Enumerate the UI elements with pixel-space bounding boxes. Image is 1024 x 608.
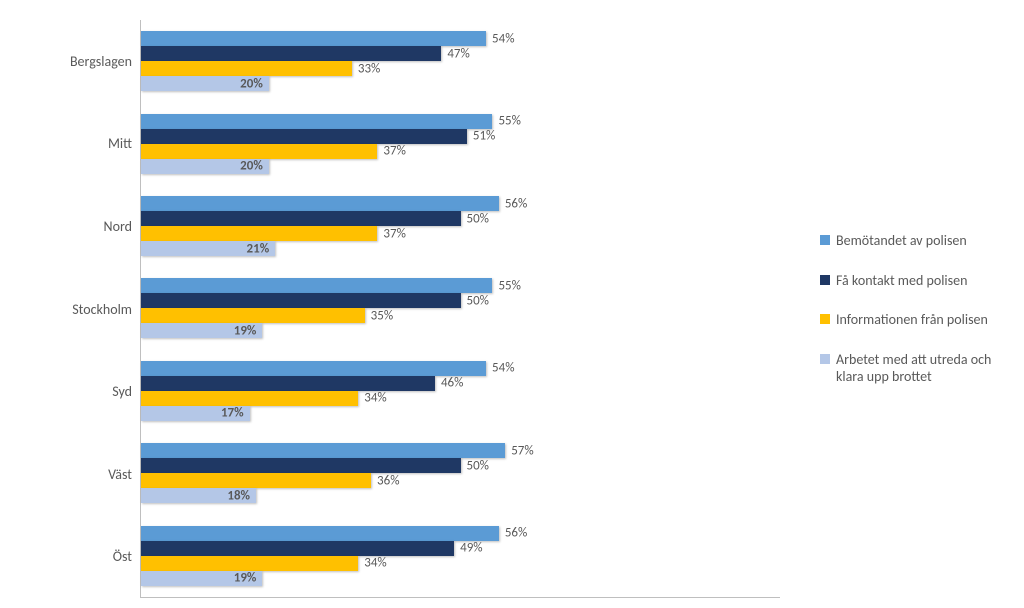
bar-value-label: 50%: [467, 211, 489, 226]
bar-value-label: 20%: [240, 76, 263, 91]
bar-value-label: 34%: [364, 391, 386, 406]
bar-value-label: 54%: [492, 31, 514, 46]
bar-value-label: 34%: [364, 556, 386, 571]
legend-label: Informationen från polisen: [836, 311, 988, 329]
category-axis: BergslagenMittNordStockholmSydVästÖst: [10, 20, 140, 598]
bar-value-label: 56%: [505, 526, 527, 541]
bar-value-label: 20%: [240, 159, 263, 174]
bar: 21%: [141, 241, 275, 256]
bar-value-label: 17%: [221, 406, 244, 421]
category-label: Stockholm: [10, 268, 140, 351]
bar-value-label: 19%: [234, 323, 257, 338]
bar-group: 54%46%34%17%: [141, 350, 780, 432]
grouped-bar-chart: BergslagenMittNordStockholmSydVästÖst 54…: [10, 20, 1014, 598]
bar-group: 56%49%34%19%: [141, 515, 780, 597]
bar: 56%: [141, 526, 499, 541]
bar: 37%: [141, 226, 377, 241]
bar-value-label: 35%: [371, 308, 393, 323]
category-label: Nord: [10, 185, 140, 268]
bar-value-label: 51%: [473, 129, 495, 144]
bar: 33%: [141, 61, 352, 76]
bar: 35%: [141, 308, 365, 323]
legend: Bemötandet av polisen Få kontakt med poli…: [780, 20, 1014, 598]
bar: 50%: [141, 458, 461, 473]
bar: 54%: [141, 361, 486, 376]
legend-swatch: [820, 314, 830, 324]
legend-item: Bemötandet av polisen: [820, 232, 1014, 250]
category-label: Bergslagen: [10, 20, 140, 103]
bar-value-label: 56%: [505, 196, 527, 211]
bar: 19%: [141, 571, 262, 586]
bar-value-label: 55%: [498, 278, 520, 293]
bar: 56%: [141, 196, 499, 211]
bar-value-label: 18%: [227, 488, 250, 503]
bar-value-label: 54%: [492, 361, 514, 376]
legend-label: Bemötandet av polisen: [836, 232, 967, 250]
bar: 37%: [141, 144, 377, 159]
legend-label: Arbetet med att utreda och klara upp bro…: [836, 351, 1006, 386]
category-label: Öst: [10, 515, 140, 598]
bar: 54%: [141, 31, 486, 46]
legend-swatch: [820, 235, 830, 245]
category-label: Mitt: [10, 103, 140, 186]
bar-value-label: 19%: [234, 571, 257, 586]
legend-swatch: [820, 354, 830, 364]
category-label: Väst: [10, 433, 140, 516]
category-label: Syd: [10, 350, 140, 433]
bar-value-label: 55%: [498, 114, 520, 129]
bar-group: 55%51%37%20%: [141, 102, 780, 184]
bar: 20%: [141, 76, 269, 91]
bar: 18%: [141, 488, 256, 503]
bar-value-label: 47%: [447, 46, 469, 61]
bar: 34%: [141, 391, 358, 406]
bar-value-label: 37%: [383, 144, 405, 159]
bar-group: 54%47%33%20%: [141, 20, 780, 102]
legend-label: Få kontakt med polisen: [836, 272, 967, 290]
bar-value-label: 49%: [460, 541, 482, 556]
bar: 50%: [141, 293, 461, 308]
bar-value-label: 50%: [467, 293, 489, 308]
bar: 50%: [141, 211, 461, 226]
bar-value-label: 36%: [377, 473, 399, 488]
bar: 34%: [141, 556, 358, 571]
bar-value-label: 46%: [441, 376, 463, 391]
legend-item: Arbetet med att utreda och klara upp bro…: [820, 351, 1014, 386]
bar-group: 55%50%35%19%: [141, 267, 780, 349]
bar-value-label: 21%: [247, 241, 270, 256]
bar: 49%: [141, 541, 454, 556]
bar: 20%: [141, 159, 269, 174]
bar: 51%: [141, 129, 467, 144]
plot-area: 54%47%33%20%55%51%37%20%56%50%37%21%55%5…: [140, 20, 780, 598]
legend-item: Få kontakt med polisen: [820, 272, 1014, 290]
bar-value-label: 37%: [383, 226, 405, 241]
bar-value-label: 57%: [511, 443, 533, 458]
bar-group: 56%50%37%21%: [141, 185, 780, 267]
bar: 36%: [141, 473, 371, 488]
bar-value-label: 50%: [467, 458, 489, 473]
bar: 19%: [141, 323, 262, 338]
bar: 55%: [141, 278, 492, 293]
bar: 47%: [141, 46, 441, 61]
bar-value-label: 33%: [358, 61, 380, 76]
bar-group: 57%50%36%18%: [141, 432, 780, 514]
legend-swatch: [820, 275, 830, 285]
bar: 17%: [141, 406, 250, 421]
bar: 57%: [141, 443, 505, 458]
bar: 46%: [141, 376, 435, 391]
legend-item: Informationen från polisen: [820, 311, 1014, 329]
bar: 55%: [141, 114, 492, 129]
